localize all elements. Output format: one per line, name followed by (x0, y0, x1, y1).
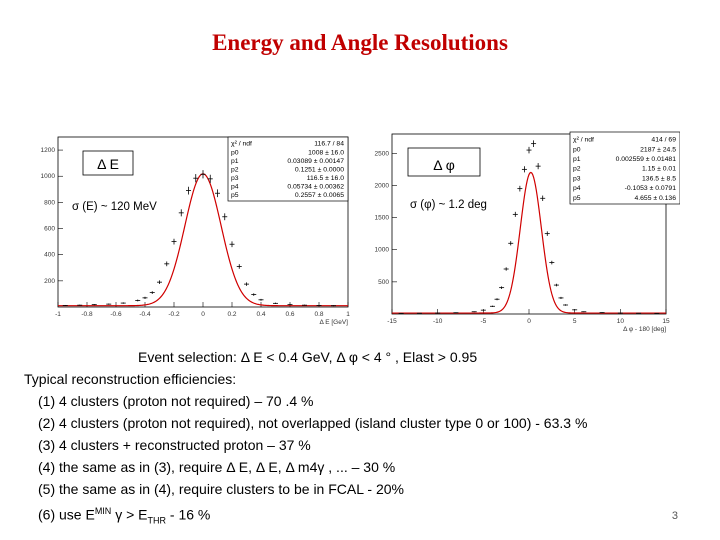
y-tick-label: 400 (44, 252, 55, 259)
stat-name: p1 (231, 158, 239, 165)
stat-value: 0.1251 ± 0.0000 (295, 166, 344, 173)
energy-histogram-svg: -1 -0.8 -0.6 -0.4 -0.2 0 0.2 0.4 0.6 0.8 120040060… (41, 136, 350, 326)
stat-name: p1 (573, 156, 581, 163)
label-box (82, 150, 134, 176)
stat-value: 116.7 / 84 (314, 141, 344, 148)
stat-name: p5 (231, 192, 239, 199)
stat-name: p4 (573, 185, 581, 192)
x-tick-label: 1 (346, 311, 350, 318)
y-tick-label: 500 (378, 279, 389, 286)
x-tick-label: 0.8 (314, 311, 323, 318)
stat-value: 414 / 69 (651, 137, 676, 144)
event-selection-text: Event selection: Δ E < 0.4 GeV, Δ φ < 4 … (138, 349, 478, 365)
stat-name: p2 (573, 166, 581, 173)
item6-sup: MIN (94, 506, 112, 516)
stat-name: p5 (573, 195, 581, 202)
x-tick-label: -0.6 (110, 311, 122, 318)
x-tick-label: -10 (433, 318, 443, 325)
x-tick-label: 0.6 (285, 311, 294, 318)
stat-value: 1.15 ± 0.01 (642, 166, 676, 173)
y-tick-label: 600 (44, 226, 55, 233)
stat-value: 136.5 ± 8.5 (642, 175, 676, 182)
y-tick-label: 200 (44, 278, 55, 285)
stat-name: p3 (573, 175, 581, 182)
efficiency-item-4: (4) the same as in (3), require Δ E, Δ E… (38, 459, 396, 475)
efficiency-item-5: (5) the same as in (4), require clusters… (38, 481, 404, 497)
stats-box (569, 131, 680, 205)
efficiency-heading: Typical reconstruction efficiencies: (24, 371, 237, 387)
text-block: Event selection: Δ E < 0.4 GeV, Δ φ < 4 … (24, 346, 704, 531)
x-tick-label: 0 (527, 318, 531, 325)
x-axis-label: Δ φ - 180 [deg] (623, 326, 666, 333)
stat-name: p0 (231, 149, 239, 156)
x-tick-label: 10 (617, 318, 625, 325)
x-tick-label: -1 (55, 311, 61, 318)
y-tick-label: 1000 (41, 173, 56, 180)
y-tick-label: 2000 (375, 182, 390, 189)
x-tick-label: 15 (662, 318, 670, 325)
sigma-annotation: σ (φ) ~ 1.2 deg (410, 199, 487, 211)
efficiency-item-2: (2) 4 clusters (proton not required), no… (38, 415, 588, 431)
x-tick-label: -5 (480, 318, 486, 325)
x-tick-label: 0.4 (256, 311, 265, 318)
x-tick-label: -0.8 (81, 311, 93, 318)
x-tick-label: 5 (573, 318, 577, 325)
stat-value: 4.655 ± 0.136 (634, 195, 676, 202)
item6-prefix: (6) use E (38, 506, 95, 523)
stat-value: 2187 ± 24.5 (640, 146, 676, 153)
item6-mid: γ > E (111, 506, 148, 523)
y-tick-label: 800 (44, 199, 55, 206)
stat-value: 0.05734 ± 0.00362 (287, 184, 344, 191)
item6-sub: THR (147, 515, 167, 526)
efficiency-item-3: (3) 4 clusters + reconstructed proton – … (38, 437, 311, 453)
y-tick-label: 1500 (375, 215, 390, 222)
label-box-text: Δ φ (433, 157, 455, 173)
label-box-text: Δ E (97, 156, 119, 172)
stat-value: 0.002559 ± 0.01481 (616, 156, 677, 163)
y-tick-label: 2500 (375, 150, 390, 157)
x-tick-label: -0.4 (139, 311, 151, 318)
item6-suffix: - 16 % (166, 506, 211, 523)
page-number: 3 (671, 510, 678, 522)
stat-name: p0 (573, 146, 581, 153)
x-tick-label: -15 (387, 318, 397, 325)
stat-value: 1008 ± 16.0 (308, 149, 344, 156)
stat-name: p3 (231, 175, 239, 182)
stat-name: χ² / ndf (573, 137, 594, 144)
stats-box (227, 136, 349, 202)
stat-value: -0.1053 ± 0.0791 (625, 185, 677, 192)
angle-resolution-plot: -15 -10 -5 0 5 10 15 500 1000 1500 2000 2500 Δ φ - 1… (360, 130, 680, 335)
y-tick-label: 1200 (41, 147, 56, 154)
sigma-annotation: σ (E) ~ 120 MeV (72, 201, 157, 213)
x-tick-label: 0.2 (227, 311, 236, 318)
x-axis-label: Δ E [GeV] (319, 319, 348, 326)
stat-value: 116.5 ± 16.0 (307, 175, 344, 182)
label-box (407, 147, 481, 177)
stat-name: p2 (231, 166, 239, 173)
x-tick-label: 0 (201, 311, 205, 318)
y-tick-label: 1000 (375, 247, 390, 254)
stat-name: p4 (231, 184, 239, 191)
efficiency-item-1: (1) 4 clusters (proton not required) – 7… (38, 393, 314, 409)
angle-histogram-svg: -15 -10 -5 0 5 10 15 500 1000 1500 2000 2500 Δ φ - 1… (375, 131, 680, 333)
energy-resolution-plot: -1 -0.8 -0.6 -0.4 -0.2 0 0.2 0.4 0.6 0.8 1 200 400 60… (28, 133, 350, 333)
efficiency-item-6: (6) use EMIN γ > ETHR - 16 % (24, 500, 704, 531)
slide-title: Energy and Angle Resolutions (212, 30, 508, 55)
stat-value: 0.03089 ± 0.00147 (287, 158, 344, 165)
stat-value: 0.2557 ± 0.0065 (295, 192, 344, 199)
x-tick-label: -0.2 (168, 311, 180, 318)
stat-name: χ² / ndf (231, 141, 252, 148)
